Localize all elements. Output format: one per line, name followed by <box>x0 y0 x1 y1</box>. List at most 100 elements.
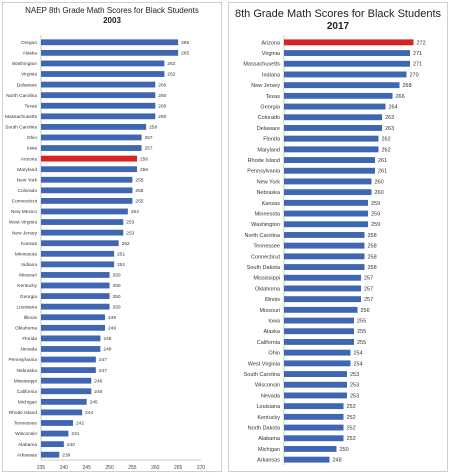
category-label: Arkansas <box>17 452 38 458</box>
chart-panel-2003: NAEP 8th Grade Math Scores for Black Stu… <box>2 2 222 472</box>
data-label: 255 <box>135 199 143 205</box>
data-label: 246 <box>94 378 102 384</box>
data-label: 256 <box>140 156 148 162</box>
category-label: South Carolina <box>244 372 281 378</box>
category-label: Kentucky <box>257 415 280 421</box>
category-label: New York <box>257 179 280 185</box>
bar <box>41 409 83 416</box>
category-label: Mississippi <box>253 276 280 282</box>
bar <box>284 221 368 228</box>
bar <box>284 103 386 110</box>
bar <box>284 167 375 174</box>
data-label: 252 <box>347 415 356 421</box>
bar <box>284 157 375 163</box>
category-label: South Dakota <box>247 265 281 271</box>
data-label: 252 <box>347 404 356 410</box>
category-label: Wisconsin <box>255 383 280 389</box>
data-label: 268 <box>403 83 412 89</box>
data-label: 254 <box>354 361 363 367</box>
data-label: 248 <box>333 458 342 464</box>
bar <box>41 240 119 247</box>
bar <box>41 324 105 331</box>
category-label: Rhode Island <box>248 158 280 164</box>
bar <box>284 328 354 335</box>
category-label: Nevada <box>261 393 281 399</box>
data-label: 270 <box>410 72 419 78</box>
data-label: 249 <box>108 325 116 331</box>
x-tick-label: 240 <box>60 465 69 471</box>
data-label: 250 <box>113 273 121 279</box>
bar <box>41 198 133 204</box>
bar <box>284 306 358 313</box>
data-label: 242 <box>76 421 84 427</box>
bar <box>41 208 128 215</box>
bar <box>284 199 368 206</box>
bar <box>284 349 351 356</box>
data-label: 263 <box>385 126 394 132</box>
category-label: New Jersey <box>251 83 280 89</box>
category-label: Virginia <box>262 51 281 57</box>
data-label: 250 <box>113 304 121 310</box>
bar <box>41 420 73 426</box>
bar <box>41 113 156 120</box>
data-label: 259 <box>371 211 380 217</box>
bar <box>284 60 410 67</box>
category-label: North Carolina <box>245 233 281 239</box>
category-label: New Mexico <box>11 209 37 215</box>
category-label: Virginia <box>21 72 37 78</box>
category-label: Iowa <box>268 318 281 324</box>
bar <box>284 242 365 249</box>
bar <box>284 296 361 303</box>
bar <box>41 441 64 448</box>
data-label: 255 <box>135 188 143 194</box>
bar <box>41 261 115 268</box>
category-label: Oklahoma <box>15 325 37 331</box>
bar-chart-2003: Oregon 265 Alaska 265 Washington 262 Virginia 2… <box>5 35 206 471</box>
category-label: Illinois <box>265 297 281 303</box>
x-tick-label: 235 <box>37 465 46 471</box>
category-label: Missouri <box>19 273 37 279</box>
category-label: South Carolina <box>5 125 37 131</box>
bar <box>284 71 407 78</box>
category-label: Missouri <box>260 308 280 314</box>
category-label: Indiana <box>262 72 281 78</box>
bar <box>284 232 365 238</box>
data-label: 260 <box>375 190 384 196</box>
data-label: 262 <box>167 72 175 78</box>
x-tick-label: 270 <box>197 465 206 471</box>
data-label: 248 <box>103 336 111 342</box>
category-label: Ohio <box>27 135 37 141</box>
category-label: Wisconsin <box>15 431 37 437</box>
category-label: California <box>257 340 281 346</box>
category-label: Oklahoma <box>255 286 281 292</box>
category-label: Florida <box>22 336 37 342</box>
category-label: Colorado <box>258 115 280 121</box>
category-label: Arizona <box>261 40 281 46</box>
bar <box>284 125 382 131</box>
bar <box>284 274 361 281</box>
bar <box>41 367 96 374</box>
category-label: Tennessee <box>253 244 280 250</box>
data-label: 265 <box>181 40 189 46</box>
chart-subtitle-2017: 2017 <box>326 21 350 32</box>
category-label: Minnesota <box>15 251 37 257</box>
bar <box>41 282 110 289</box>
category-label: Kentucky <box>17 283 37 289</box>
data-label: 239 <box>62 452 70 458</box>
bar <box>41 272 110 278</box>
category-label: North Carolina <box>6 93 37 99</box>
data-label: 257 <box>145 146 153 152</box>
data-label: 257 <box>364 297 373 303</box>
bar <box>41 229 124 236</box>
data-label: 255 <box>357 318 366 324</box>
category-label: Tennessee <box>14 421 38 427</box>
bar <box>41 145 142 151</box>
data-label: 253 <box>350 372 359 378</box>
data-label: 260 <box>375 179 384 185</box>
category-label: Nevada <box>20 347 37 353</box>
category-label: Delaware <box>17 82 38 88</box>
bar <box>41 451 60 458</box>
category-label: Michigan <box>18 400 38 406</box>
category-label: Texas <box>24 103 37 109</box>
bar <box>284 135 379 142</box>
